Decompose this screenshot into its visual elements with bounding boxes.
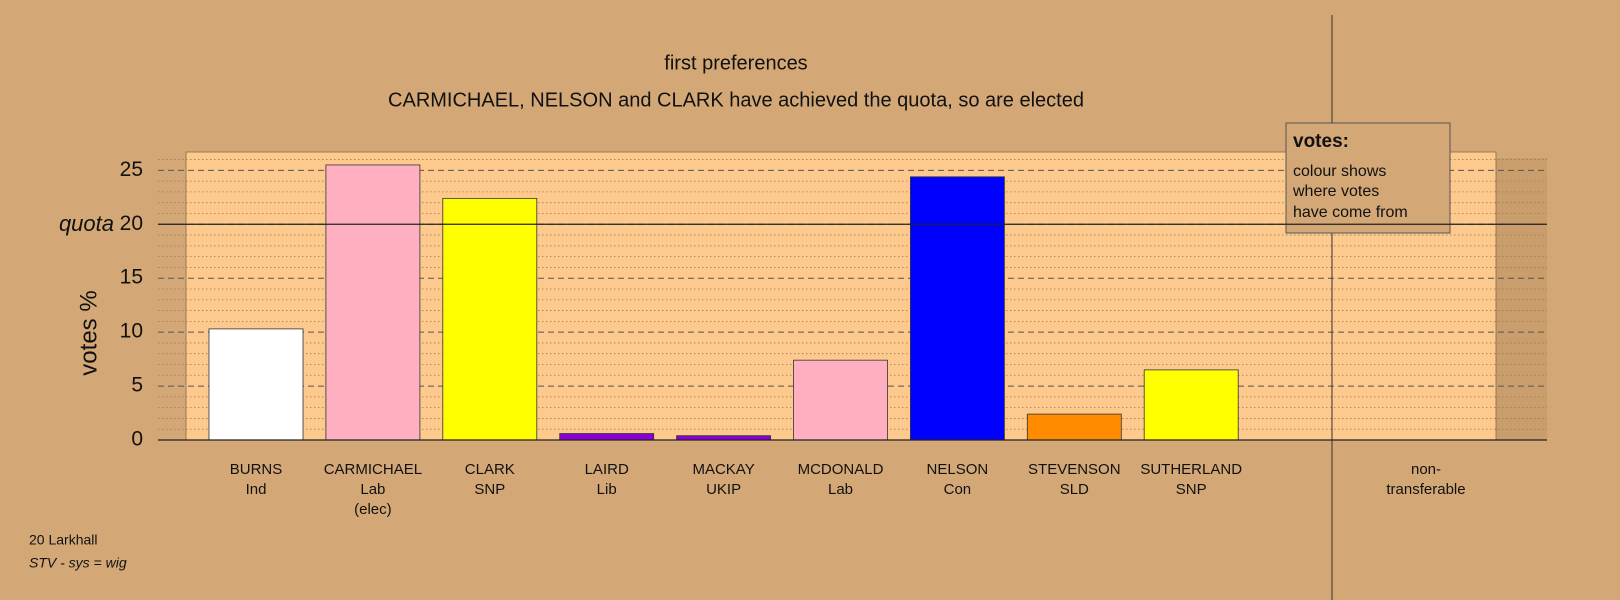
y-tick-label: 25 — [120, 158, 143, 181]
bar — [325, 164, 421, 441]
x-tick-label: BURNS — [230, 461, 283, 478]
legend-line: where votes — [1292, 183, 1379, 200]
x-tick-label: NELSON — [927, 461, 989, 478]
x-tick-label: Lab — [828, 481, 853, 498]
x-tick-label: Con — [944, 481, 972, 498]
bar — [1143, 369, 1239, 441]
x-tick-label: SUTHERLAND — [1140, 461, 1242, 478]
legend-box — [1285, 122, 1451, 234]
footer-text: STV - sys = wig — [29, 555, 127, 571]
x-tick-label: non- — [1411, 461, 1441, 478]
y-axis-label: votes % — [75, 290, 102, 375]
quota-label: quota — [59, 211, 114, 236]
bar — [910, 176, 1005, 441]
bar — [1026, 413, 1122, 441]
x-tick-label: transferable — [1386, 481, 1465, 498]
chart-title: first preferences — [664, 52, 807, 74]
x-tick-label: CLARK — [465, 461, 515, 478]
x-tick-label: LAIRD — [585, 461, 629, 478]
legend-title: votes: — [1293, 131, 1349, 152]
x-tick-label: SNP — [1176, 481, 1207, 498]
y-tick-label: 15 — [120, 266, 143, 289]
x-tick-label: Lab — [360, 481, 385, 498]
x-tick-label: Ind — [246, 481, 267, 498]
bar — [208, 328, 304, 441]
x-tick-label: MCDONALD — [798, 461, 884, 478]
x-tick-label: CARMICHAEL — [324, 461, 422, 478]
legend-line: colour shows — [1293, 163, 1386, 180]
y-tick-label: 5 — [131, 374, 143, 397]
y-tick-label: 0 — [131, 428, 143, 451]
x-tick-label: (elec) — [354, 501, 392, 518]
x-tick-label: Lib — [597, 481, 617, 498]
x-tick-label: MACKAY — [692, 461, 754, 478]
bars — [208, 164, 1239, 441]
footer-text: 20 Larkhall — [29, 532, 98, 548]
x-tick-label: UKIP — [706, 481, 741, 498]
x-tick-label: STEVENSON — [1028, 461, 1121, 478]
bar — [793, 359, 888, 441]
x-tick-label: SNP — [474, 481, 505, 498]
y-tick-label: 20 — [120, 212, 143, 235]
x-tick-label: SLD — [1060, 481, 1089, 498]
legend-line: have come from — [1293, 204, 1408, 221]
y-tick-label: 10 — [120, 320, 143, 343]
right-band — [1496, 158, 1547, 440]
chart-subtitle: CARMICHAEL, NELSON and CLARK have achiev… — [388, 89, 1084, 111]
bar — [676, 435, 771, 441]
bar — [442, 197, 538, 441]
bar — [559, 433, 655, 441]
